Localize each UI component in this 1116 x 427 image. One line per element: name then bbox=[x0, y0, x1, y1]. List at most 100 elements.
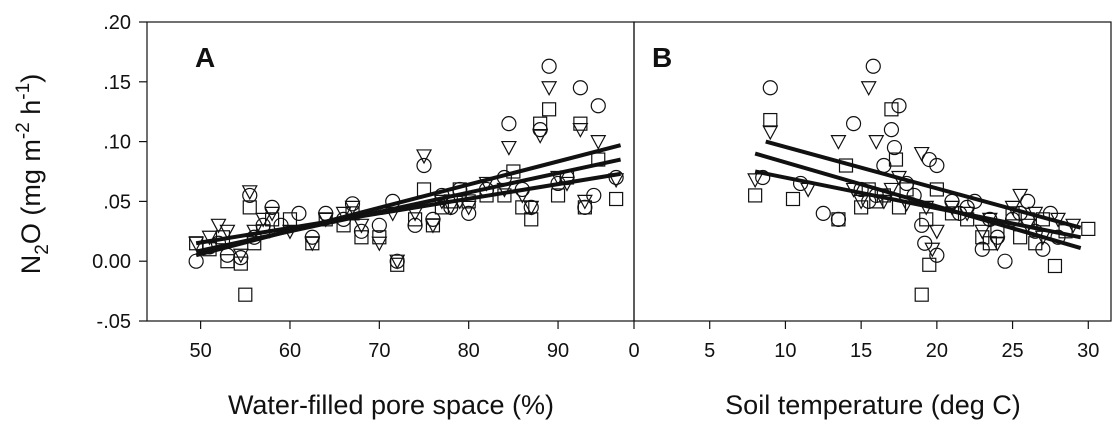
x-tick-label-b: 10 bbox=[774, 340, 796, 362]
y-axis-title-end: ) bbox=[16, 74, 46, 83]
triangle-point-b bbox=[1004, 200, 1021, 216]
square-point-b bbox=[1081, 221, 1096, 237]
circle-point-a bbox=[461, 205, 477, 221]
square-point-b bbox=[960, 212, 975, 227]
triangle-point-a bbox=[572, 123, 589, 138]
triangle-point-b bbox=[868, 135, 885, 150]
y-axis-title-mid: O (mg m bbox=[16, 139, 46, 244]
y-axis-title-main: N bbox=[16, 255, 46, 275]
square-point-b bbox=[922, 257, 937, 272]
square-point-a bbox=[479, 188, 494, 203]
y-tick-label: .10 bbox=[103, 132, 131, 154]
x-tick-label-a: 60 bbox=[279, 340, 301, 362]
circle-point-a bbox=[572, 80, 588, 96]
y-tick-label: .20 bbox=[103, 12, 131, 34]
triangle-point-a bbox=[255, 212, 272, 228]
triangle-point-a bbox=[416, 149, 433, 165]
triangle-point-a bbox=[558, 176, 575, 192]
triangle-point-b bbox=[800, 182, 817, 198]
square-point-a bbox=[550, 188, 566, 203]
square-point-a bbox=[233, 256, 248, 271]
square-point-a bbox=[202, 242, 217, 257]
square-point-b bbox=[854, 200, 869, 215]
square-point-a bbox=[515, 200, 530, 215]
square-point-a bbox=[345, 206, 360, 221]
square-point-a bbox=[542, 102, 557, 117]
plot-frame-b bbox=[633, 21, 1112, 322]
triangle-point-a bbox=[424, 218, 441, 234]
triangle-point-b bbox=[918, 200, 935, 216]
x-tick-label-a: 70 bbox=[368, 340, 390, 362]
circle-point-a bbox=[389, 253, 405, 269]
triangle-point-a bbox=[304, 236, 321, 252]
triangle-point-a bbox=[608, 173, 625, 189]
square-point-b bbox=[831, 212, 846, 227]
circle-point-b bbox=[997, 253, 1013, 269]
triangle-point-a bbox=[407, 206, 424, 222]
triangle-point-a bbox=[496, 182, 513, 198]
circle-point-a bbox=[344, 196, 361, 212]
triangle-point-b bbox=[989, 236, 1006, 252]
square-point-b bbox=[861, 182, 876, 197]
triangle-point-a bbox=[384, 206, 401, 222]
circle-point-a bbox=[608, 169, 624, 186]
triangle-point-a bbox=[188, 236, 205, 252]
circle-point-a bbox=[188, 253, 204, 269]
circle-point-b bbox=[967, 193, 983, 209]
triangle-point-b bbox=[1034, 230, 1051, 246]
x-tick-label-a: 90 bbox=[547, 340, 569, 362]
square-point-b bbox=[891, 200, 907, 215]
square-point-b bbox=[919, 212, 934, 227]
y-tick-label: 0.00 bbox=[92, 251, 131, 273]
triangle-point-b bbox=[1012, 188, 1029, 204]
square-point-b bbox=[785, 191, 801, 207]
triangle-point-a bbox=[219, 224, 236, 240]
square-point-a bbox=[238, 287, 253, 302]
x-tick-label-a: 80 bbox=[458, 340, 480, 362]
circle-point-b bbox=[853, 181, 869, 198]
panel-label-a: A bbox=[195, 42, 215, 73]
square-point-b bbox=[914, 287, 929, 302]
square-point-a bbox=[265, 212, 280, 227]
square-point-a bbox=[416, 182, 432, 197]
triangle-point-b bbox=[1065, 218, 1082, 234]
x-axis-title-a: Water-filled pore space (%) bbox=[228, 390, 554, 420]
square-point-a bbox=[577, 200, 592, 215]
panel-label-b: B bbox=[652, 42, 672, 73]
circle-point-a bbox=[242, 187, 258, 204]
circle-point-a bbox=[416, 157, 432, 174]
triangle-point-b bbox=[853, 194, 870, 210]
triangle-point-b bbox=[959, 206, 976, 222]
triangle-point-a bbox=[460, 200, 477, 216]
triangle-point-b bbox=[1049, 212, 1067, 228]
triangle-point-a bbox=[353, 218, 370, 234]
triangle-point-a bbox=[523, 200, 540, 216]
y-axis-title-sup2: -1 bbox=[13, 83, 34, 100]
square-point-b bbox=[888, 152, 904, 167]
triangle-point-a bbox=[246, 224, 263, 240]
square-point-a bbox=[609, 191, 624, 207]
triangle-point-a bbox=[344, 200, 361, 216]
circle-point-a bbox=[371, 217, 387, 233]
y-axis-title-sup1: -2 bbox=[13, 122, 34, 139]
square-point-b bbox=[838, 158, 854, 173]
triangle-point-a bbox=[241, 185, 258, 201]
square-point-a bbox=[591, 152, 606, 167]
triangle-point-b bbox=[974, 224, 991, 240]
regression-line-a bbox=[195, 157, 622, 254]
square-point-a bbox=[524, 212, 539, 227]
triangle-point-a bbox=[442, 200, 459, 216]
square-point-b bbox=[899, 182, 914, 197]
triangle-point-b bbox=[875, 194, 892, 210]
circle-point-a bbox=[501, 116, 517, 132]
circle-point-b bbox=[762, 80, 778, 96]
y-tick-label: .15 bbox=[103, 72, 131, 94]
x-tick-label-b: 30 bbox=[1077, 340, 1099, 362]
square-point-b bbox=[1005, 206, 1020, 221]
triangle-point-b bbox=[928, 224, 945, 240]
circle-point-b bbox=[845, 116, 862, 132]
y-tick-label: .05 bbox=[103, 191, 131, 213]
y-axis-title-mid2: h bbox=[16, 100, 46, 123]
square-point-b bbox=[1047, 258, 1063, 274]
triangle-point-b bbox=[890, 170, 908, 186]
